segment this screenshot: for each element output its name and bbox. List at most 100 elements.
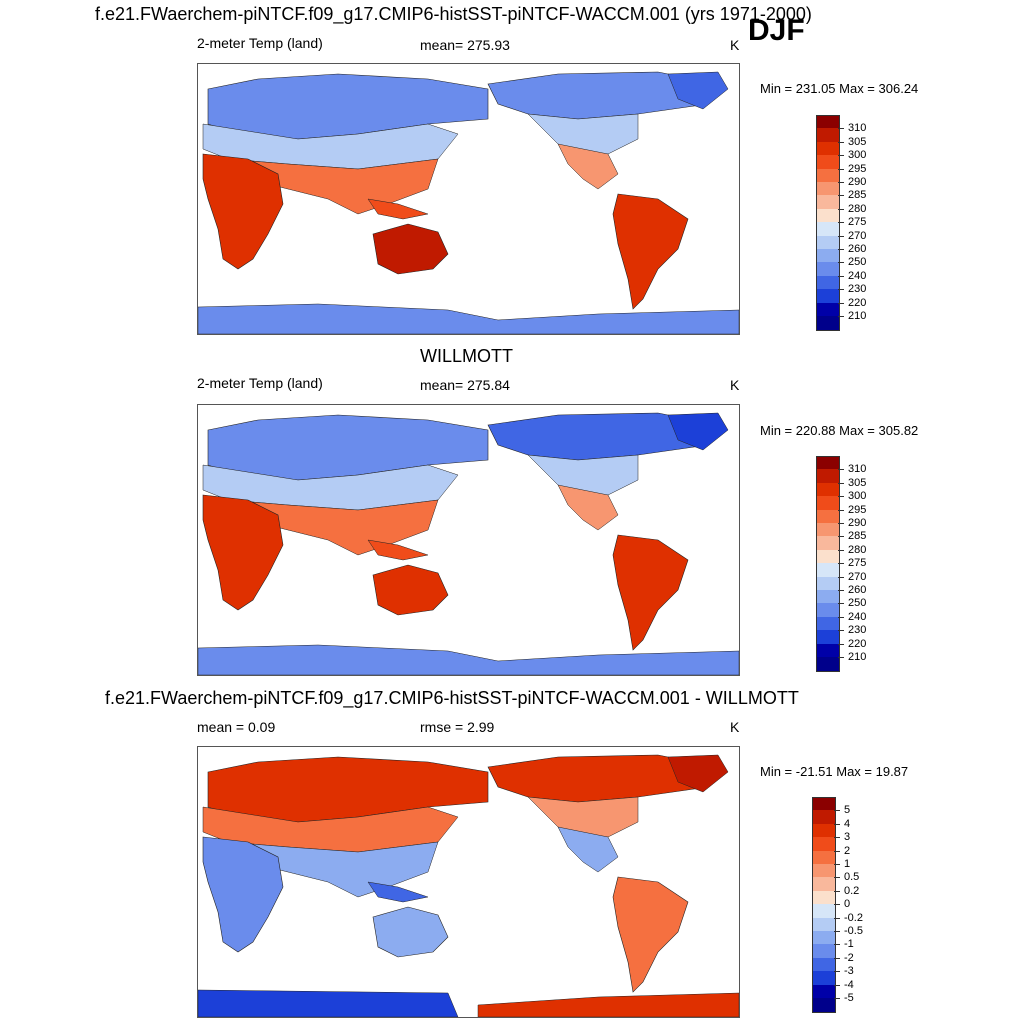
- panel2-map-canvas: [198, 412, 739, 675]
- land-south-america: [612, 534, 689, 651]
- colorbar-label: 260: [848, 584, 867, 596]
- colorbar-tick: [834, 931, 840, 932]
- colorbar-label: -4: [844, 978, 854, 991]
- colorbar-swatch: [816, 249, 840, 263]
- colorbar-swatch: [816, 643, 840, 658]
- colorbar-tick: [838, 222, 844, 224]
- colorbar-label: 290: [848, 176, 867, 188]
- colorbar-swatch: [812, 904, 836, 919]
- land-south-america: [612, 876, 689, 993]
- colorbar-tick: [834, 998, 840, 999]
- colorbar-tick: [834, 944, 840, 946]
- colorbar-label: -3: [844, 965, 854, 978]
- land-antarctica: [198, 303, 739, 334]
- colorbar-label: 230: [848, 283, 867, 296]
- colorbar-tick: [834, 984, 840, 986]
- panel2-variable-label: 2-meter Temp (land): [197, 375, 323, 391]
- colorbar-label: 0.5: [844, 871, 860, 884]
- colorbar-swatch: [816, 509, 840, 524]
- panel1-map-canvas: [198, 71, 739, 334]
- colorbar-swatch: [816, 657, 840, 672]
- colorbar-tick: [838, 523, 844, 524]
- colorbar-label: 260: [848, 243, 867, 255]
- colorbar-tick: [834, 890, 840, 892]
- colorbar-label: 275: [848, 216, 867, 229]
- land-greenland: [667, 412, 729, 451]
- land-greenland: [667, 71, 729, 110]
- colorbar-tick: [838, 496, 844, 498]
- colorbar-label: 290: [848, 517, 867, 529]
- colorbar-swatch: [816, 141, 840, 156]
- colorbar-tick: [834, 957, 840, 959]
- panel2-units-label: K: [730, 377, 740, 393]
- land-north-america-south: [557, 826, 619, 873]
- panel2-title: WILLMOTT: [420, 346, 513, 366]
- colorbar-swatch: [812, 984, 836, 999]
- colorbar-label: 240: [848, 269, 867, 282]
- land-north-america-north: [487, 754, 719, 803]
- colorbar-swatch: [812, 998, 836, 1013]
- colorbar-tick: [838, 616, 844, 618]
- colorbar-swatch: [816, 195, 840, 210]
- colorbar-label: 220: [848, 637, 867, 650]
- colorbar-swatch: [816, 262, 840, 277]
- panel3-units-label: K: [730, 719, 740, 735]
- colorbar-swatch: [816, 208, 840, 223]
- land-africa: [202, 494, 284, 611]
- colorbar-swatch: [816, 235, 840, 250]
- colorbar-label: 5: [844, 804, 851, 817]
- figure-title: f.e21.FWaerchem-piNTCF.f09_g17.CMIP6-his…: [95, 4, 812, 24]
- colorbar-label: 1: [844, 858, 851, 870]
- land-antarctica-west: [198, 989, 459, 1017]
- colorbar-tick: [838, 576, 844, 578]
- colorbar-swatch: [816, 590, 840, 604]
- colorbar-swatch: [816, 155, 840, 170]
- land-australia: [372, 564, 449, 616]
- colorbar-swatch: [816, 563, 840, 578]
- colorbar-label: -1: [844, 938, 854, 951]
- land-indonesia: [367, 881, 429, 903]
- colorbar-swatch: [816, 275, 840, 290]
- colorbar-swatch: [816, 456, 840, 471]
- colorbar-label: 280: [848, 543, 867, 556]
- colorbar-swatch: [812, 944, 836, 959]
- colorbar-swatch: [812, 917, 836, 932]
- colorbar-tick: [834, 971, 840, 973]
- colorbar-swatch: [816, 630, 840, 645]
- panel3-mean-label: mean = 0.09: [197, 719, 276, 735]
- panel1-variable-label: 2-meter Temp (land): [197, 35, 323, 51]
- land-africa: [202, 836, 284, 953]
- colorbar-tick: [838, 302, 844, 304]
- colorbar-label: 295: [848, 503, 867, 516]
- colorbar-tick: [838, 249, 844, 250]
- land-south-america: [612, 193, 689, 310]
- colorbar-swatch: [812, 877, 836, 892]
- colorbar-tick: [838, 643, 844, 645]
- land-north-america-mid: [527, 796, 639, 838]
- colorbar-tick: [838, 590, 844, 591]
- colorbar-tick: [834, 823, 840, 825]
- panel3-minmax: Min = -21.51 Max = 19.87: [760, 764, 909, 779]
- colorbar-swatch: [812, 797, 836, 812]
- panel1-units-label: K: [730, 37, 740, 53]
- colorbar-tick: [834, 877, 840, 879]
- panel2-minmax: Min = 220.88 Max = 305.82: [760, 423, 919, 438]
- land-north-america-south: [557, 143, 619, 190]
- colorbar-label: 240: [848, 610, 867, 623]
- colorbar-label: 270: [848, 570, 867, 583]
- panel3-title: f.e21.FWaerchem-piNTCF.f09_g17.CMIP6-his…: [105, 688, 799, 708]
- panel2-mean-label: mean= 275.84: [420, 377, 510, 393]
- colorbar-tick: [838, 128, 844, 130]
- colorbar-swatch: [812, 837, 836, 852]
- colorbar-swatch: [812, 931, 836, 945]
- colorbar-swatch: [816, 168, 840, 183]
- panel1-mean-label: mean= 275.93: [420, 37, 510, 53]
- colorbar-swatch: [816, 115, 840, 130]
- colorbar-label: 285: [848, 530, 867, 543]
- colorbar-swatch: [816, 536, 840, 551]
- colorbar-label: 300: [848, 149, 867, 162]
- colorbar-tick: [838, 657, 844, 658]
- colorbar-label: 4: [844, 817, 851, 830]
- land-greenland: [667, 754, 729, 793]
- colorbar-swatch: [816, 603, 840, 618]
